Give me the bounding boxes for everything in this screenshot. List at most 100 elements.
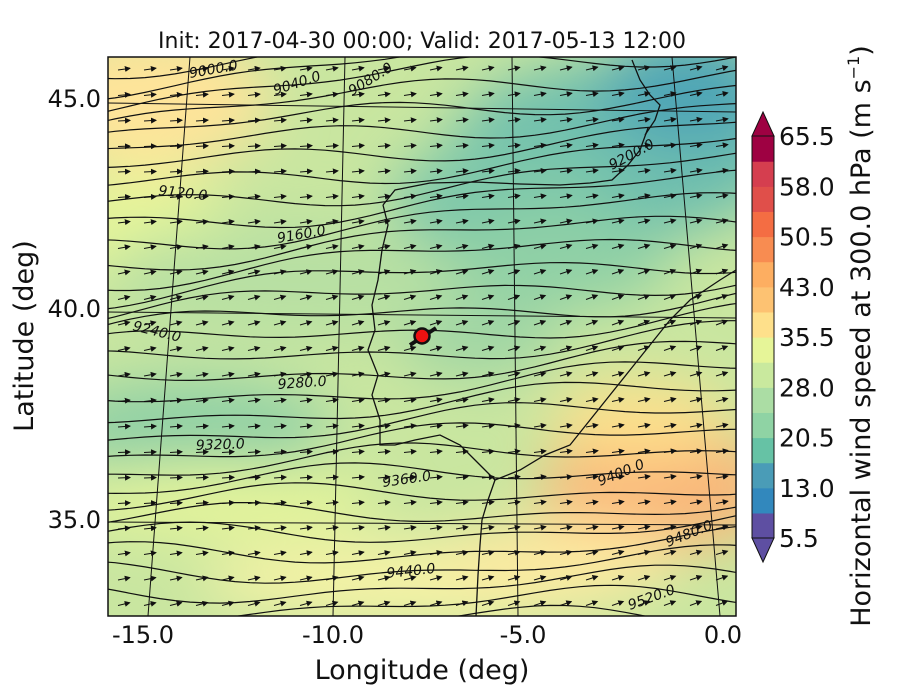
wind-arrow [117, 575, 131, 582]
colorbar-ticks: 65.5 58.0 50.5 43.0 35.5 28.0 20.5 13.0 5.5 [779, 122, 835, 553]
wind-arrow [377, 524, 391, 531]
wind-arrow [585, 218, 599, 225]
wind-arrow [533, 422, 547, 429]
wind-arrow [455, 600, 469, 607]
wind-arrow [247, 550, 261, 557]
wind-arrow [403, 397, 417, 404]
colorbar-tick-label: 20.5 [779, 424, 835, 453]
wind-arrow [533, 294, 547, 300]
wind-arrow [299, 575, 313, 582]
wind-arrow [585, 142, 599, 149]
wind-arrow [481, 524, 495, 531]
colorbar-band [752, 286, 774, 313]
wind-arrow [273, 474, 287, 481]
wind-arrow [637, 116, 651, 123]
wind-arrow [221, 168, 235, 175]
wind-arrow [637, 396, 651, 403]
wind-arrow [611, 575, 625, 581]
wind-arrow [247, 168, 261, 175]
wind-arrow [143, 500, 157, 507]
colorbar-tick-label: 50.5 [779, 223, 835, 252]
wind-arrow [637, 524, 651, 531]
wind-arrow [377, 550, 391, 556]
wind-arrow [299, 269, 313, 276]
wind-arrow [273, 397, 287, 404]
wind-arrow [117, 91, 131, 98]
wind-arrow [507, 269, 521, 275]
wind-arrow [221, 525, 235, 532]
wind-arrow [143, 397, 157, 404]
wind-arrow [585, 422, 599, 429]
wind-arrow [143, 193, 157, 200]
wind-arrow [585, 499, 599, 506]
x-axis-label: Longitude (deg) [315, 655, 530, 686]
wind-arrow [689, 574, 703, 581]
wind-arrow [455, 397, 469, 404]
wind-arrow [455, 218, 469, 225]
wind-arrow [117, 474, 131, 481]
wind-arrow [299, 423, 313, 430]
wind-arrow [715, 294, 729, 300]
wind-arrow [507, 397, 521, 403]
wind-arrow [637, 549, 651, 556]
wind-arrow [637, 574, 651, 581]
wind-arrow [221, 320, 235, 327]
wind-arrow [585, 345, 599, 352]
wind-arrow [689, 319, 703, 326]
wind-arrow [247, 575, 261, 582]
wind-arrow [221, 575, 235, 582]
wind-arrow [403, 142, 417, 149]
wind-arrow [299, 600, 313, 607]
wind-arrow [585, 65, 599, 72]
colorbar-tick-label: 43.0 [779, 273, 835, 302]
wind-arrow [585, 294, 599, 300]
wind-arrow [455, 371, 469, 378]
lon-tick-label: -10.0 [302, 621, 364, 649]
wind-arrow [559, 422, 573, 429]
wind-arrow [507, 448, 521, 455]
wind-arrow [715, 524, 729, 531]
wind-arrow [169, 550, 183, 557]
wind-arrow [273, 550, 287, 557]
contour-line [108, 84, 736, 133]
contour-line [108, 103, 736, 150]
wind-arrow [715, 319, 729, 326]
wind-arrow [689, 600, 703, 606]
wind-arrow [273, 600, 287, 607]
wind-arrow [507, 218, 521, 225]
wind-arrow [403, 423, 417, 430]
contour-line [108, 402, 736, 441]
wind-arrow [689, 142, 703, 149]
wind-arrow [611, 499, 625, 506]
wind-arrow [299, 474, 313, 481]
wind-arrow [143, 143, 157, 150]
wind-arrow [169, 600, 183, 607]
wind-arrow [611, 167, 625, 174]
wind-arrow [533, 91, 547, 98]
wind-arrow [221, 345, 235, 352]
wind-arrow [429, 168, 443, 175]
contour-line [108, 215, 736, 271]
colorbar-band [752, 261, 774, 288]
wind-arrow [481, 345, 495, 352]
wind-arrow [637, 193, 651, 200]
wind-arrow [481, 294, 495, 301]
contour-line [108, 69, 736, 122]
wind-arrow [351, 371, 365, 378]
wind-arrow [273, 371, 287, 378]
wind-arrow [533, 319, 547, 326]
wind-arrow [117, 294, 131, 301]
wind-arrow [143, 525, 157, 532]
wind-arrow [377, 243, 391, 250]
wind-arrow [689, 218, 703, 225]
wind-arrow [169, 500, 183, 507]
wind-arrow [481, 600, 495, 607]
wind-arrow [689, 396, 703, 403]
wind-arrow [663, 524, 677, 531]
wind-arrow [663, 91, 677, 97]
wind-arrow [403, 218, 417, 225]
wind-arrow [559, 294, 573, 300]
wind-arrow [377, 117, 391, 124]
wind-arrow [585, 193, 599, 200]
wind-arrow [143, 600, 157, 607]
